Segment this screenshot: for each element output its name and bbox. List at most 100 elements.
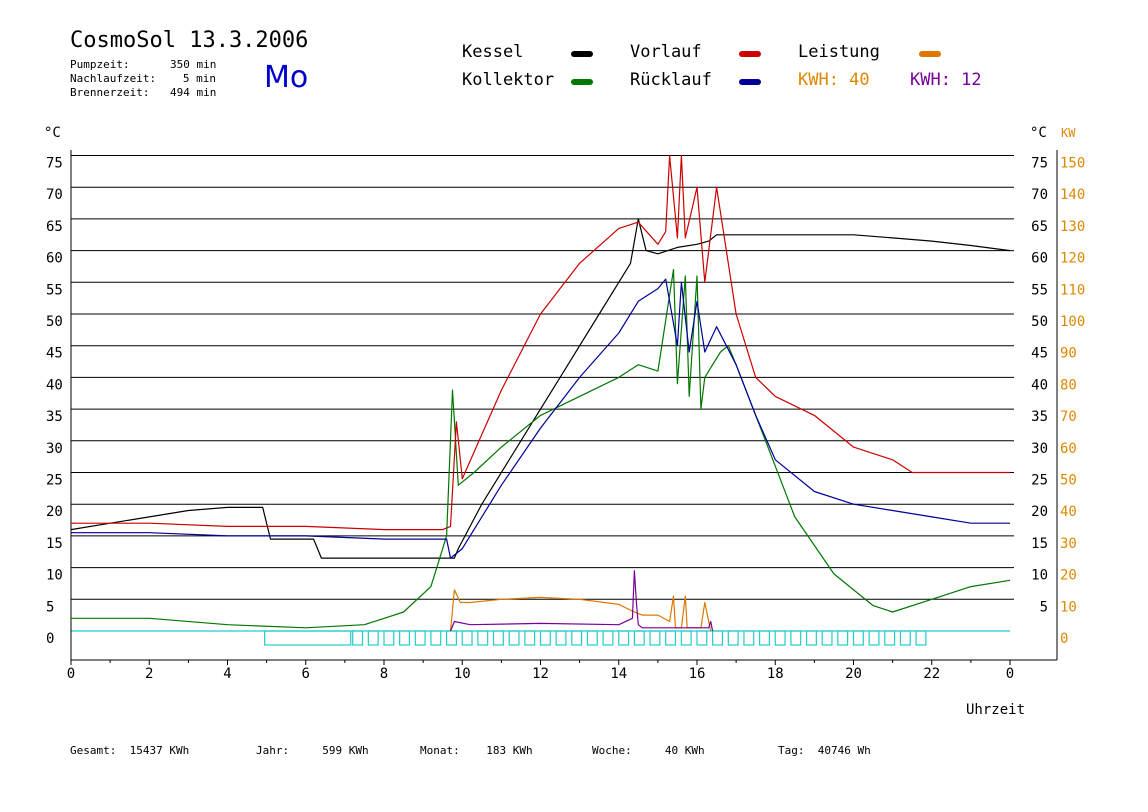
y-right-tick-label: 10 [1031,568,1048,584]
kw-tick-label: 150 [1060,156,1085,172]
y-tick-label: 65 [46,219,63,235]
kw-tick-label: 0 [1060,631,1068,647]
y-tick-label: 10 [46,568,63,584]
y-right-tick-label: 20 [1031,504,1048,520]
x-tick-label: 18 [767,666,784,682]
footer-woche: Woche: 40 KWh [592,744,705,757]
pump-bar [727,630,739,646]
x-tick-label: 2 [145,666,153,682]
x-tick-label: 16 [689,666,706,682]
kw-axis-unit: KW [1061,126,1076,140]
y-tick-label: 30 [46,441,63,457]
kw-tick-label: 100 [1060,314,1085,330]
x-tick-label: 0 [1006,666,1014,682]
series-line-kollektor [71,269,1011,629]
pump-bar [899,630,911,646]
y-right-tick-label: 25 [1031,473,1048,489]
pump-bar [884,630,896,646]
tick-labels: 0510152025303540455055606570755101520253… [44,125,1085,718]
axes [70,150,1058,665]
y-right-tick-label: 35 [1031,409,1048,425]
kw-tick-label: 50 [1060,473,1077,489]
series-line-leistung-kwh-12 [449,570,714,632]
series-line-r-cklauf [71,278,1010,559]
y-right-tick-label: 55 [1031,282,1048,298]
x-tick-label: 14 [610,666,627,682]
stat-pumpzeit: Pumpzeit: 350 min [70,58,217,71]
pump-bar [446,630,457,646]
y-right-tick-label: 30 [1031,441,1048,457]
pump-bar [264,630,352,646]
kw-tick-label: 90 [1060,346,1077,362]
kw-tick-label: 130 [1060,219,1085,235]
pump-bars [264,630,927,646]
kw-tick-label: 70 [1060,409,1077,425]
x-tick-label: 4 [223,666,231,682]
kw-tick-label: 10 [1060,599,1077,615]
legend-swatches [571,51,941,85]
footer-monat: Monat: 183 KWh [420,744,533,757]
pump-bar [665,630,677,646]
footer-gesamt: Gesamt: 15437 KWh [70,744,190,757]
y-tick-label: 50 [46,314,63,330]
pump-bar [602,630,614,646]
pump-bar [586,630,598,646]
footer-jahr: Jahr: 599 KWh [256,744,369,757]
x-tick-label: 10 [454,666,471,682]
y-right-tick-label: 50 [1031,314,1048,330]
x-tick-label: 20 [845,666,862,682]
x-tick-label: 0 [67,666,75,682]
y-tick-label: 70 [46,187,63,203]
pump-bar [508,630,520,646]
pump-bar [430,630,442,646]
pump-bar [492,630,504,646]
series-lines [70,154,1011,632]
kw-tick-label: 40 [1060,504,1077,520]
legend-vorlauf-label: Vorlauf [630,42,702,62]
pump-bar [696,630,708,646]
pump-bar [352,630,364,646]
chart-title: CosmoSol 13.3.2006 [70,28,309,53]
footer-tag: Tag: 40746 Wh [778,744,871,757]
y-tick-label: 45 [46,346,63,362]
pump-bar [477,630,489,646]
kw-tick-label: 140 [1060,187,1085,203]
y-right-tick-label: 40 [1031,377,1048,393]
kw-tick-label: 80 [1060,377,1077,393]
kw-tick-label: 30 [1060,536,1077,552]
pump-bar [915,630,927,646]
legend-kollektor-label: Kollektor [462,70,555,90]
y-right-tick-label: 70 [1031,187,1048,203]
kw-tick-label: 110 [1060,282,1085,298]
y-tick-label: 55 [46,282,63,298]
legend-kwh-purple: KWH: 12 [910,70,982,90]
pump-bar [571,630,583,646]
kw-tick-label: 20 [1060,568,1077,584]
pump-bar [524,630,536,646]
y-tick-label: 5 [46,599,54,615]
y-right-tick-label: 60 [1031,251,1048,267]
legend-ruecklauf-label: Rücklauf [630,70,712,90]
y-tick-label: 0 [46,631,54,647]
pump-bar [383,630,395,646]
y-axis-unit: °C [44,125,61,141]
pump-bar [774,630,786,646]
x-tick-label: 6 [302,666,310,682]
pump-bar [790,630,802,646]
y-tick-label: 15 [46,536,63,552]
kw-tick-label: 60 [1060,441,1077,457]
legend-kessel-label: Kessel [462,42,524,62]
x-tick-label: 22 [923,666,940,682]
y-right-tick-label: 15 [1031,536,1048,552]
weekday-label: Mo [264,60,309,95]
pump-bar [712,630,724,646]
grid-lines [71,155,1014,632]
y-right-tick-label: 45 [1031,346,1048,362]
stat-nachlaufzeit: Nachlaufzeit: 5 min [70,72,216,85]
pump-bar [618,630,630,646]
legend-leistung-label: Leistung [798,42,880,62]
pump-bar [680,630,692,646]
pump-bar [539,630,551,646]
pump-bar [821,630,833,646]
